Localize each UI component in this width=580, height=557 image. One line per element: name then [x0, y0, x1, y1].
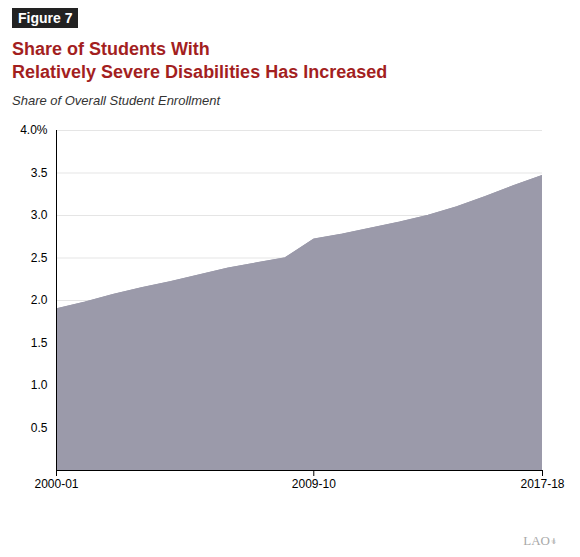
html-text:LAO⍖: LAO⍖: [523, 533, 558, 548]
svg-text:3.0: 3.0: [31, 208, 48, 222]
svg-text:1.5: 1.5: [31, 336, 48, 350]
svg-text:4.0%: 4.0%: [20, 123, 48, 137]
svg-text:2009-10: 2009-10: [292, 477, 336, 491]
html-text:Figure 7: Figure 7: [18, 10, 73, 26]
svg-text:2017-18: 2017-18: [520, 477, 564, 491]
html-text:Share of Overall Student Enrol: Share of Overall Student Enrollment: [12, 93, 221, 108]
html-text:Share of Students With Relativ: Share of Students With Relatively Severe…: [12, 39, 388, 82]
svg-text:2.5: 2.5: [31, 251, 48, 265]
svg-text:0.5: 0.5: [31, 421, 48, 435]
svg-text:1.0: 1.0: [31, 378, 48, 392]
svg-text:2000-01: 2000-01: [34, 477, 78, 491]
svg-text:2.0: 2.0: [31, 293, 48, 307]
svg-text:3.5: 3.5: [31, 166, 48, 180]
